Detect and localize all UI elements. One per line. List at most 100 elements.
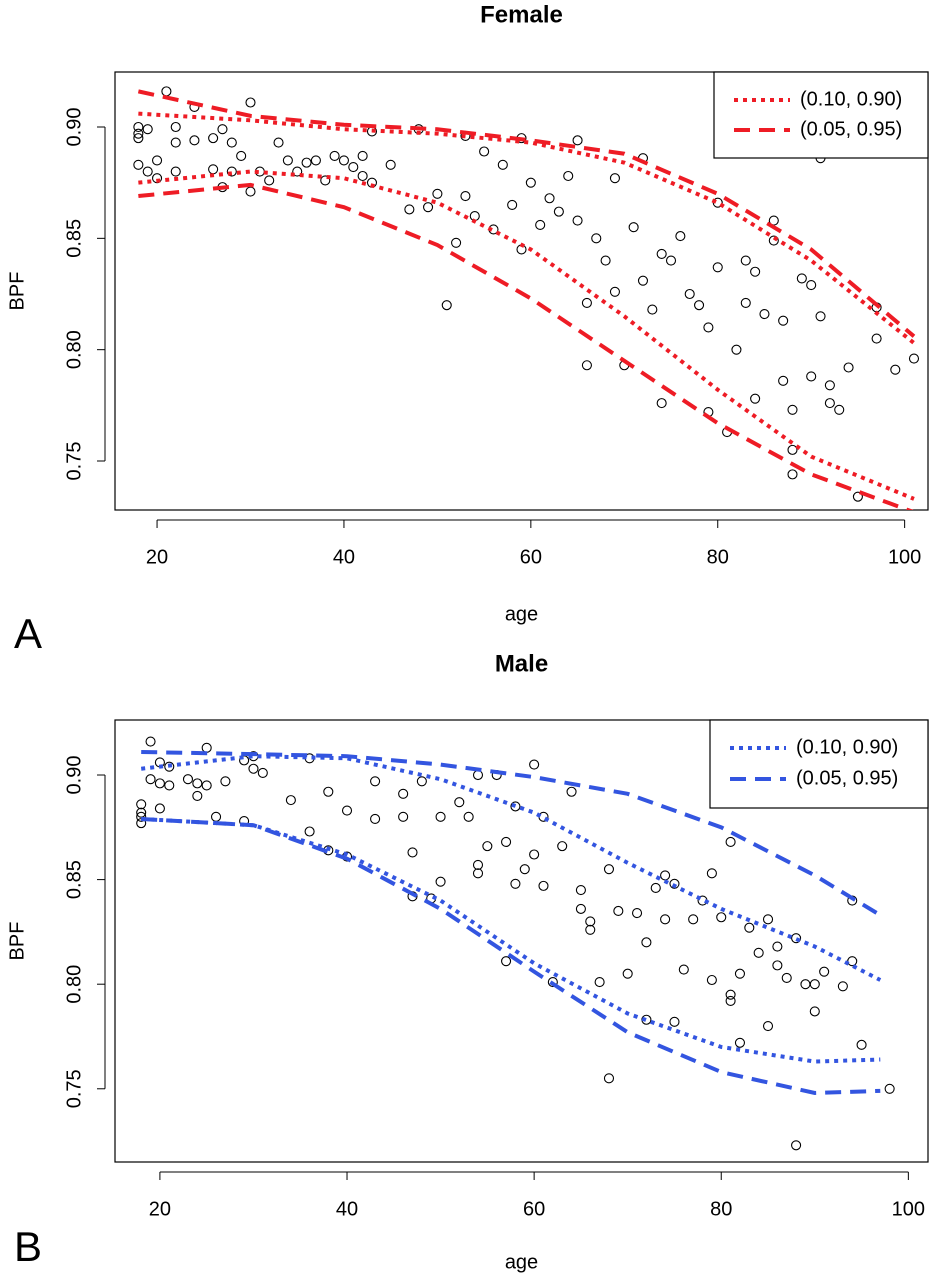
point bbox=[631, 908, 643, 919]
panel-label: A bbox=[14, 610, 42, 657]
point bbox=[357, 170, 368, 182]
point bbox=[806, 371, 817, 382]
point bbox=[145, 736, 156, 747]
point bbox=[482, 841, 493, 852]
point bbox=[688, 914, 699, 925]
point bbox=[641, 937, 652, 948]
point bbox=[535, 219, 546, 231]
point bbox=[435, 876, 446, 887]
point bbox=[460, 190, 471, 202]
chart-title: Male bbox=[495, 650, 548, 677]
point bbox=[133, 159, 144, 170]
point bbox=[890, 364, 901, 375]
point bbox=[201, 742, 212, 753]
point bbox=[753, 947, 764, 958]
point bbox=[208, 164, 219, 175]
point bbox=[787, 444, 798, 455]
point bbox=[628, 222, 639, 233]
point bbox=[809, 979, 820, 990]
point bbox=[164, 761, 175, 772]
point bbox=[622, 968, 633, 979]
point bbox=[282, 155, 293, 166]
point bbox=[304, 826, 315, 837]
point bbox=[407, 847, 418, 858]
point bbox=[772, 960, 783, 971]
plot-frame bbox=[114, 719, 929, 1163]
x-axis-label: age bbox=[505, 603, 538, 625]
y-tick-label: 0.85 bbox=[63, 219, 85, 258]
point bbox=[847, 956, 858, 967]
point bbox=[182, 774, 194, 785]
point bbox=[856, 1039, 867, 1050]
point bbox=[510, 801, 521, 812]
point bbox=[609, 173, 620, 184]
point bbox=[301, 157, 312, 168]
point bbox=[510, 878, 521, 889]
point bbox=[142, 166, 153, 177]
point bbox=[310, 155, 321, 166]
x-tick-label: 60 bbox=[523, 1198, 545, 1220]
point bbox=[472, 859, 484, 871]
point bbox=[706, 868, 717, 879]
point bbox=[824, 380, 835, 391]
y-tick-label: 0.75 bbox=[63, 442, 85, 481]
point bbox=[575, 903, 586, 914]
point bbox=[220, 776, 231, 787]
point bbox=[581, 297, 592, 308]
point bbox=[716, 912, 727, 923]
legend-label: (0.05, 0.95) bbox=[800, 118, 902, 140]
point bbox=[557, 841, 568, 852]
point bbox=[357, 150, 368, 161]
y-axis-label: BPF bbox=[6, 272, 28, 311]
point bbox=[170, 137, 181, 148]
point bbox=[669, 1016, 680, 1027]
point bbox=[725, 989, 736, 1000]
x-tick-label: 40 bbox=[333, 546, 355, 568]
point bbox=[660, 870, 671, 881]
point bbox=[170, 121, 181, 133]
point bbox=[154, 778, 165, 789]
point bbox=[338, 155, 349, 166]
point bbox=[572, 215, 583, 226]
point bbox=[370, 776, 381, 787]
point bbox=[529, 849, 540, 860]
plot-frame bbox=[114, 71, 929, 511]
point bbox=[136, 799, 147, 810]
plot-area bbox=[133, 86, 920, 510]
point bbox=[871, 333, 882, 344]
point bbox=[759, 308, 770, 320]
point bbox=[463, 811, 474, 822]
point bbox=[257, 767, 268, 778]
point bbox=[226, 166, 237, 177]
point bbox=[479, 146, 490, 157]
point bbox=[660, 914, 671, 925]
point bbox=[404, 204, 415, 215]
y-tick-label: 0.80 bbox=[63, 330, 85, 369]
point bbox=[566, 786, 577, 797]
point bbox=[791, 933, 802, 944]
point bbox=[292, 166, 303, 177]
y-tick-label: 0.90 bbox=[63, 108, 85, 147]
x-axis-label: age bbox=[505, 1251, 538, 1273]
point bbox=[837, 981, 848, 992]
point bbox=[201, 780, 212, 791]
point bbox=[809, 1006, 820, 1017]
point bbox=[609, 286, 620, 297]
point bbox=[665, 255, 677, 266]
point bbox=[581, 360, 592, 371]
point bbox=[544, 193, 555, 204]
quantile-line bbox=[138, 169, 915, 501]
point bbox=[762, 1020, 774, 1032]
point bbox=[594, 977, 605, 988]
point bbox=[451, 237, 462, 248]
point bbox=[142, 124, 153, 135]
point bbox=[248, 763, 259, 774]
point bbox=[398, 811, 409, 822]
point bbox=[647, 304, 658, 315]
point bbox=[563, 170, 574, 182]
point bbox=[778, 375, 789, 386]
point bbox=[712, 262, 723, 273]
point bbox=[370, 813, 381, 824]
quantile-line bbox=[141, 750, 882, 917]
point bbox=[725, 995, 736, 1006]
